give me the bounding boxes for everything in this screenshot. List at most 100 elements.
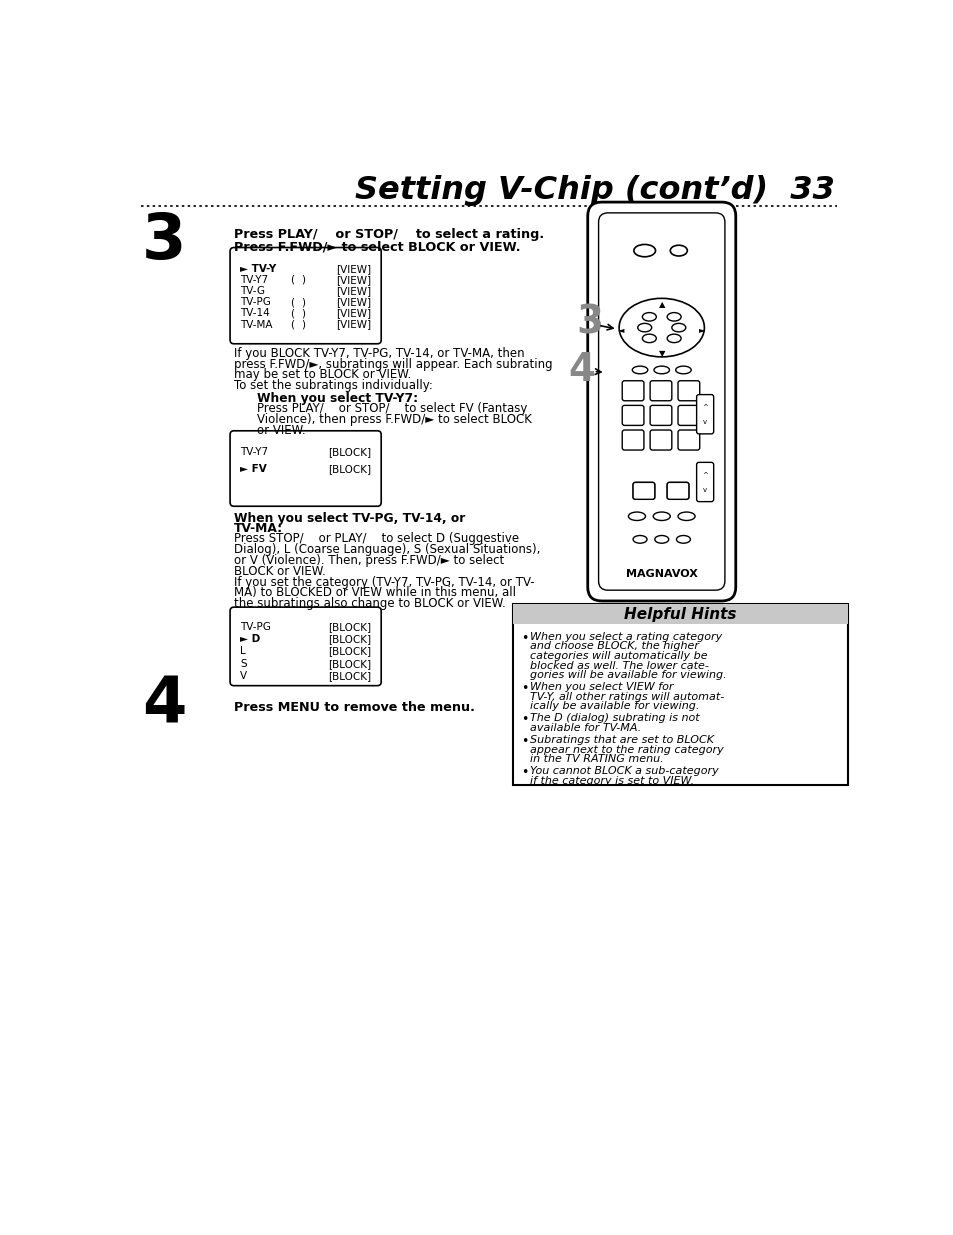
FancyBboxPatch shape [513, 604, 847, 785]
Ellipse shape [618, 299, 703, 357]
Ellipse shape [637, 324, 651, 332]
FancyBboxPatch shape [621, 380, 643, 401]
Text: 4: 4 [568, 351, 595, 389]
FancyBboxPatch shape [696, 395, 713, 433]
Ellipse shape [641, 312, 656, 321]
Ellipse shape [641, 335, 656, 342]
Text: if the category is set to VIEW.: if the category is set to VIEW. [530, 776, 694, 785]
Ellipse shape [654, 536, 668, 543]
Text: •: • [520, 632, 528, 645]
Ellipse shape [666, 312, 680, 321]
Text: (: ( [291, 309, 294, 319]
Text: [VIEW]: [VIEW] [335, 275, 371, 285]
Text: TV-Y7: TV-Y7 [240, 275, 268, 285]
FancyBboxPatch shape [666, 483, 688, 499]
Text: The D (dialog) subrating is not: The D (dialog) subrating is not [530, 714, 699, 724]
Text: v: v [702, 420, 706, 425]
Text: 3: 3 [142, 210, 186, 272]
Text: To set the subratings individually:: To set the subratings individually: [233, 379, 433, 393]
FancyBboxPatch shape [649, 430, 671, 450]
Text: [VIEW]: [VIEW] [335, 320, 371, 330]
Text: 4: 4 [142, 674, 186, 737]
Text: TV-PG: TV-PG [240, 298, 271, 308]
Text: [VIEW]: [VIEW] [335, 298, 371, 308]
Text: TV-14: TV-14 [240, 309, 270, 319]
Text: [VIEW]: [VIEW] [335, 287, 371, 296]
Text: [VIEW]: [VIEW] [335, 264, 371, 274]
Text: Dialog), L (Coarse Language), S (Sexual Situations),: Dialog), L (Coarse Language), S (Sexual … [233, 543, 539, 556]
Text: [BLOCK]: [BLOCK] [328, 671, 371, 680]
Text: gories will be available for viewing.: gories will be available for viewing. [530, 671, 726, 680]
Ellipse shape [653, 513, 670, 520]
Text: available for TV-MA.: available for TV-MA. [530, 722, 640, 734]
Ellipse shape [678, 513, 695, 520]
FancyBboxPatch shape [587, 203, 735, 601]
FancyBboxPatch shape [678, 380, 699, 401]
FancyBboxPatch shape [633, 483, 654, 499]
FancyBboxPatch shape [633, 483, 654, 499]
Text: ◄: ◄ [618, 325, 624, 333]
Text: TV-G: TV-G [240, 287, 265, 296]
Ellipse shape [675, 366, 691, 374]
Ellipse shape [670, 246, 686, 256]
Text: Press F.FWD/► to select BLOCK or VIEW.: Press F.FWD/► to select BLOCK or VIEW. [233, 241, 520, 253]
Text: [BLOCK]: [BLOCK] [328, 621, 371, 632]
Text: L: L [240, 646, 246, 656]
Text: Subratings that are set to BLOCK: Subratings that are set to BLOCK [530, 735, 713, 745]
Text: TV-PG: TV-PG [240, 621, 271, 632]
Text: ▼: ▼ [658, 348, 664, 357]
FancyBboxPatch shape [621, 405, 643, 425]
Text: •: • [520, 766, 528, 779]
Text: ►: ► [698, 325, 704, 333]
FancyBboxPatch shape [513, 604, 847, 624]
Text: MA) to BLOCKED or VIEW while in this menu, all: MA) to BLOCKED or VIEW while in this men… [233, 587, 516, 599]
Text: Press STOP/    or PLAY/    to select D (Suggestive: Press STOP/ or PLAY/ to select D (Sugges… [233, 532, 518, 546]
Text: TV-MA: TV-MA [240, 320, 273, 330]
Text: ▲: ▲ [658, 300, 664, 309]
Text: [BLOCK]: [BLOCK] [328, 447, 371, 457]
FancyBboxPatch shape [621, 430, 643, 450]
Text: S: S [240, 658, 247, 668]
FancyBboxPatch shape [649, 380, 671, 401]
Text: You cannot BLOCK a sub-category: You cannot BLOCK a sub-category [530, 766, 718, 776]
Ellipse shape [633, 536, 646, 543]
Text: 3: 3 [576, 304, 603, 341]
Text: If you BLOCK TV-Y7, TV-PG, TV-14, or TV-MA, then: If you BLOCK TV-Y7, TV-PG, TV-14, or TV-… [233, 347, 524, 359]
Text: Press PLAY/    or STOP/    to select a rating.: Press PLAY/ or STOP/ to select a rating. [233, 227, 543, 241]
Text: ): ) [301, 309, 305, 319]
Text: •: • [520, 735, 528, 748]
FancyBboxPatch shape [696, 462, 713, 501]
Text: ): ) [301, 275, 305, 285]
Text: v: v [702, 487, 706, 493]
Text: press F.FWD/►, subratings will appear. Each subrating: press F.FWD/►, subratings will appear. E… [233, 358, 552, 370]
Text: [VIEW]: [VIEW] [335, 309, 371, 319]
Ellipse shape [671, 324, 685, 332]
Text: When you select VIEW for: When you select VIEW for [530, 682, 673, 692]
Ellipse shape [632, 366, 647, 374]
Text: Press PLAY/    or STOP/    to select FV (Fantasy: Press PLAY/ or STOP/ to select FV (Fanta… [257, 403, 527, 415]
Text: [BLOCK]: [BLOCK] [328, 646, 371, 656]
FancyBboxPatch shape [666, 483, 688, 499]
Text: When you select a rating category: When you select a rating category [530, 632, 721, 642]
Text: TV-MA:: TV-MA: [233, 521, 283, 535]
Text: ^: ^ [701, 404, 707, 410]
Text: categories will automatically be: categories will automatically be [530, 651, 707, 661]
Ellipse shape [654, 366, 669, 374]
Text: blocked as well. The lower cate-: blocked as well. The lower cate- [530, 661, 708, 671]
Text: If you set the category (TV-Y7, TV-PG, TV-14, or TV-: If you set the category (TV-Y7, TV-PG, T… [233, 576, 534, 589]
Text: the subratings also change to BLOCK or VIEW.: the subratings also change to BLOCK or V… [233, 597, 505, 610]
Text: [BLOCK]: [BLOCK] [328, 464, 371, 474]
FancyBboxPatch shape [678, 405, 699, 425]
Text: When you select TV-Y7:: When you select TV-Y7: [257, 391, 417, 405]
Text: •: • [520, 682, 528, 695]
FancyBboxPatch shape [678, 430, 699, 450]
Ellipse shape [666, 335, 680, 342]
Text: ically be available for viewing.: ically be available for viewing. [530, 701, 699, 711]
Ellipse shape [628, 513, 645, 520]
Text: ): ) [301, 298, 305, 308]
Text: may be set to BLOCK or VIEW.: may be set to BLOCK or VIEW. [233, 368, 411, 382]
Text: When you select TV-PG, TV-14, or: When you select TV-PG, TV-14, or [233, 511, 465, 525]
Ellipse shape [676, 536, 690, 543]
Text: MAGNAVOX: MAGNAVOX [625, 569, 697, 579]
Text: •: • [520, 714, 528, 726]
